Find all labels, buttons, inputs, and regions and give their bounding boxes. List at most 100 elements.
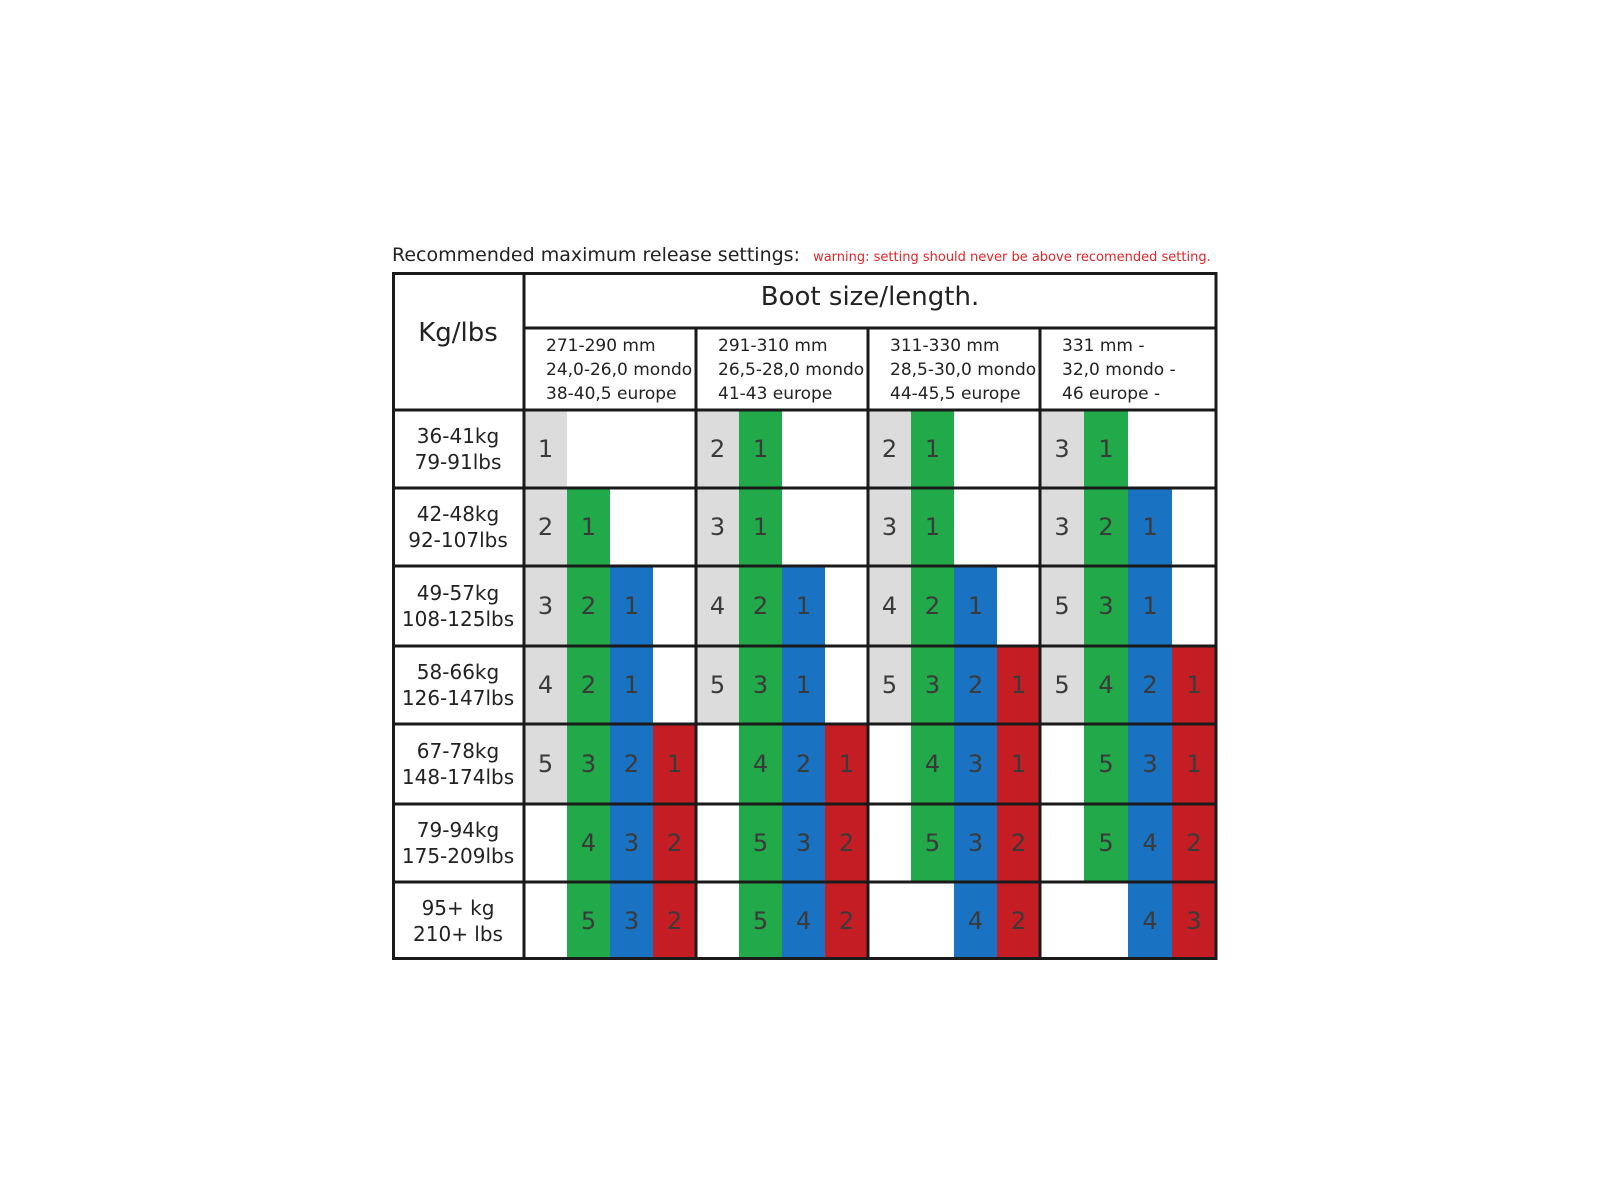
boot-size-header: Boot size/length. (760, 282, 980, 312)
setting-cell: 5 (567, 882, 610, 960)
weight-range-label: 67-78kg (416, 739, 500, 763)
setting-cell: 3 (696, 488, 739, 566)
setting-cell: 3 (610, 882, 653, 960)
boot-size-line: 271-290 mm (546, 336, 656, 356)
setting-cell: 1 (1128, 488, 1172, 566)
setting-cell: 5 (911, 804, 954, 882)
setting-cell: 4 (567, 804, 610, 882)
setting-cell: 4 (1084, 646, 1128, 724)
setting-cell: 3 (1172, 882, 1216, 960)
weight-range-label: 79-94kg (416, 818, 500, 842)
setting-cell: 5 (696, 646, 739, 724)
setting-cell: 1 (825, 724, 868, 804)
setting-cell: 4 (696, 566, 739, 646)
boot-size-line: 41-43 europe (718, 384, 833, 404)
setting-cell: 2 (825, 804, 868, 882)
setting-cell: 1 (610, 646, 653, 724)
weight-range-label: 148-174lbs (401, 765, 515, 789)
chart-title-line: Recommended maximum release settings: wa… (392, 244, 1222, 270)
warning-text: warning: setting should never be above r… (813, 250, 1211, 265)
setting-cell: 2 (1084, 488, 1128, 566)
setting-cell: 1 (524, 410, 567, 488)
setting-cell: 1 (782, 566, 825, 646)
setting-cell: 1 (997, 724, 1040, 804)
setting-cell: 1 (653, 724, 696, 804)
boot-size-line: 291-310 mm (718, 336, 828, 356)
setting-cell: 3 (954, 724, 997, 804)
setting-cell: 1 (1084, 410, 1128, 488)
setting-cell: 1 (782, 646, 825, 724)
weight-range-label: 42-48kg (416, 502, 500, 526)
setting-cell: 2 (825, 882, 868, 960)
weight-range-label: 58-66kg (416, 660, 500, 684)
setting-cell: 1 (954, 566, 997, 646)
setting-cell: 2 (653, 804, 696, 882)
setting-cell: 2 (567, 566, 610, 646)
setting-cell: 2 (696, 410, 739, 488)
setting-cell: 4 (782, 882, 825, 960)
weight-range-label: 126-147lbs (401, 686, 515, 710)
boot-size-line: 44-45,5 europe (890, 384, 1021, 404)
setting-cell: 5 (1040, 646, 1084, 724)
setting-cell: 5 (1084, 724, 1128, 804)
setting-cell: 5 (739, 804, 782, 882)
setting-cell: 3 (782, 804, 825, 882)
setting-cell: 1 (911, 488, 954, 566)
setting-cell: 3 (739, 646, 782, 724)
weight-range-label: 95+ kg (421, 896, 495, 920)
weight-range-label: 175-209lbs (401, 844, 515, 868)
setting-cell: 2 (1172, 804, 1216, 882)
setting-cell: 4 (739, 724, 782, 804)
weight-range-label: 36-41kg (416, 424, 500, 448)
setting-cell: 3 (610, 804, 653, 882)
setting-cell: 1 (997, 646, 1040, 724)
setting-cell: 3 (524, 566, 567, 646)
setting-cell: 2 (782, 724, 825, 804)
setting-cell: 2 (1128, 646, 1172, 724)
setting-cell: 4 (954, 882, 997, 960)
weight-range-label: 79-91lbs (414, 450, 502, 474)
boot-size-line: 38-40,5 europe (546, 384, 677, 404)
setting-cell: 4 (524, 646, 567, 724)
setting-cell: 2 (739, 566, 782, 646)
setting-cell: 4 (1128, 804, 1172, 882)
setting-cell: 5 (739, 882, 782, 960)
boot-size-line: 331 mm - (1062, 336, 1145, 356)
setting-cell: 2 (954, 646, 997, 724)
setting-cell: 1 (1172, 646, 1216, 724)
weight-range-label: 108-125lbs (401, 607, 515, 631)
setting-cell: 1 (739, 488, 782, 566)
setting-cell: 2 (997, 882, 1040, 960)
table-grid (392, 272, 1218, 960)
setting-cell: 5 (1084, 804, 1128, 882)
weight-range-label: 210+ lbs (413, 922, 503, 946)
boot-size-line: 28,5-30,0 mondo (890, 360, 1037, 380)
boot-size-line: 24,0-26,0 mondo (546, 360, 693, 380)
setting-cell: 2 (911, 566, 954, 646)
setting-cell: 3 (1128, 724, 1172, 804)
setting-cell: 3 (1040, 488, 1084, 566)
boot-size-line: 311-330 mm (890, 336, 1000, 356)
weight-range-label: 92-107lbs (408, 528, 508, 552)
setting-cell: 5 (868, 646, 911, 724)
setting-cell: 2 (868, 410, 911, 488)
setting-cell: 5 (524, 724, 567, 804)
setting-cell: 4 (1128, 882, 1172, 960)
boot-size-line: 26,5-28,0 mondo (718, 360, 865, 380)
setting-cell: 1 (610, 566, 653, 646)
setting-cell: 1 (911, 410, 954, 488)
setting-cell: 1 (739, 410, 782, 488)
setting-cell: 1 (1128, 566, 1172, 646)
weight-range-label: 49-57kg (416, 581, 500, 605)
weight-column-header: Kg/lbs (418, 318, 498, 348)
setting-cell: 5 (1040, 566, 1084, 646)
setting-cell: 2 (567, 646, 610, 724)
setting-cell: 1 (1172, 724, 1216, 804)
setting-cell: 2 (653, 882, 696, 960)
setting-cell: 3 (911, 646, 954, 724)
setting-cell: 3 (1040, 410, 1084, 488)
setting-cell: 4 (868, 566, 911, 646)
setting-cell: 3 (567, 724, 610, 804)
setting-cell: 3 (954, 804, 997, 882)
